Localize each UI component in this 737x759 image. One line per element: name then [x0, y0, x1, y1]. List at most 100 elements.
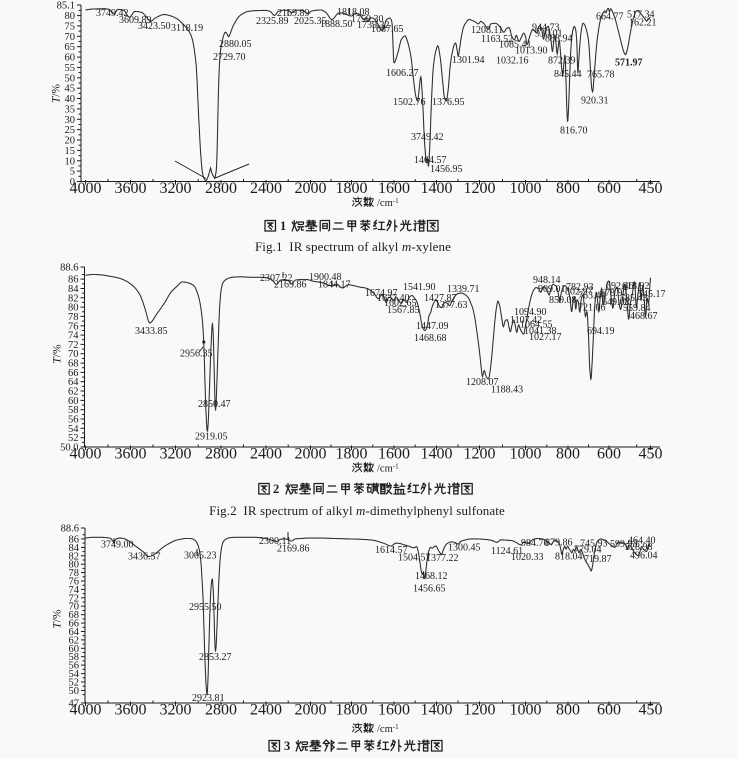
- svg-text:1456.65: 1456.65: [413, 584, 446, 595]
- svg-text:56: 56: [69, 661, 80, 672]
- svg-text:3749.42: 3749.42: [411, 132, 444, 143]
- svg-text:2000: 2000: [295, 180, 327, 197]
- svg-text:64: 64: [69, 627, 80, 638]
- svg-text:5: 5: [70, 167, 75, 178]
- svg-text:1400: 1400: [421, 180, 453, 197]
- svg-text:54: 54: [68, 424, 79, 435]
- svg-text:88.6: 88.6: [60, 263, 78, 274]
- svg-text:1818.08: 1818.08: [337, 7, 370, 18]
- svg-text:1124.61: 1124.61: [491, 546, 523, 557]
- svg-text:2919.05: 2919.05: [195, 432, 228, 443]
- svg-text:1208.11: 1208.11: [471, 25, 503, 36]
- svg-text:70: 70: [65, 32, 76, 43]
- svg-text:25: 25: [65, 125, 76, 136]
- svg-text:64: 64: [68, 377, 79, 388]
- svg-text:Fig.2 IR spectrum of alkyl m-: Fig.2 IR spectrum of alkyl m-dimethylphe…: [209, 503, 505, 518]
- svg-text:464.40: 464.40: [628, 536, 656, 547]
- svg-text:802.97: 802.97: [565, 287, 593, 298]
- svg-text:1888.50: 1888.50: [320, 19, 353, 30]
- svg-text:816.70: 816.70: [560, 126, 588, 137]
- svg-text:1085.41: 1085.41: [499, 40, 532, 51]
- svg-text:75: 75: [65, 21, 76, 32]
- svg-text:585.43: 585.43: [620, 293, 648, 304]
- svg-text:800: 800: [556, 446, 580, 463]
- svg-text:1163.52: 1163.52: [481, 34, 513, 45]
- svg-text:4000: 4000: [70, 446, 102, 463]
- svg-text:88.6: 88.6: [61, 524, 79, 535]
- svg-text:20: 20: [65, 136, 76, 147]
- svg-text:62: 62: [68, 387, 79, 398]
- svg-text:1739.32: 1739.32: [357, 20, 390, 31]
- svg-text:50.0: 50.0: [60, 443, 78, 454]
- svg-text:571.97: 571.97: [615, 58, 643, 69]
- svg-text:3200: 3200: [160, 446, 192, 463]
- svg-text:1208.07: 1208.07: [466, 377, 499, 388]
- svg-text:1020.33: 1020.33: [511, 552, 544, 563]
- svg-text:1759.30: 1759.30: [351, 14, 384, 25]
- svg-text:50: 50: [65, 73, 76, 84]
- svg-text:2000: 2000: [295, 446, 327, 463]
- svg-text:60: 60: [69, 644, 80, 655]
- svg-text:47: 47: [69, 699, 80, 710]
- svg-text:1600: 1600: [378, 446, 410, 463]
- svg-text:649.08: 649.08: [602, 297, 630, 308]
- svg-text:3436.57: 3436.57: [128, 552, 161, 563]
- svg-text:600: 600: [597, 446, 621, 463]
- svg-text:80: 80: [65, 11, 76, 22]
- svg-text:68: 68: [69, 610, 80, 621]
- svg-text:2400: 2400: [250, 180, 282, 197]
- svg-text:1468.12: 1468.12: [415, 571, 448, 582]
- svg-text:920.31: 920.31: [581, 96, 609, 107]
- svg-text:845.44: 845.44: [554, 69, 582, 80]
- svg-text:1427.87: 1427.87: [424, 293, 457, 304]
- svg-text:82: 82: [68, 293, 79, 304]
- svg-text:2169.86: 2169.86: [274, 280, 307, 291]
- svg-text:74: 74: [69, 585, 80, 596]
- svg-text:52: 52: [68, 433, 79, 444]
- svg-text:3200: 3200: [160, 702, 192, 719]
- svg-text:859.08: 859.08: [549, 295, 577, 306]
- svg-text:1900.48: 1900.48: [309, 272, 342, 283]
- svg-text:/cm-1: /cm-1: [377, 723, 399, 735]
- svg-text:2800: 2800: [205, 446, 237, 463]
- svg-text:35: 35: [65, 104, 76, 115]
- svg-text:86: 86: [69, 534, 80, 545]
- svg-text:3005.23: 3005.23: [184, 551, 217, 562]
- svg-text:86: 86: [68, 275, 79, 286]
- svg-text:52: 52: [69, 678, 80, 689]
- svg-text:3600: 3600: [115, 446, 147, 463]
- svg-text:1041.38: 1041.38: [524, 326, 557, 337]
- svg-text:2955.50: 2955.50: [189, 602, 222, 613]
- svg-text:888.94: 888.94: [545, 34, 573, 45]
- svg-text:Fig.1 IR spectrum of alkyl m-: Fig.1 IR spectrum of alkyl m-xylene: [255, 239, 451, 254]
- svg-text:1027.17: 1027.17: [529, 332, 562, 343]
- svg-text:1: 1: [280, 219, 286, 233]
- svg-text:2400: 2400: [250, 446, 282, 463]
- svg-text:58: 58: [69, 652, 80, 663]
- svg-text:3600: 3600: [115, 180, 147, 197]
- svg-text:T/%: T/%: [52, 609, 64, 629]
- svg-text:2: 2: [273, 482, 279, 496]
- svg-text:909.01: 909.01: [538, 284, 566, 295]
- svg-text:1377.63: 1377.63: [435, 300, 468, 311]
- svg-text:1541.90: 1541.90: [403, 282, 436, 293]
- svg-text:1447.09: 1447.09: [416, 321, 449, 332]
- svg-text:15: 15: [65, 146, 76, 157]
- svg-text:3433.85: 3433.85: [135, 326, 168, 337]
- svg-text:1600: 1600: [378, 702, 410, 719]
- svg-text:1200: 1200: [464, 446, 496, 463]
- svg-text:618.92: 618.92: [622, 281, 650, 292]
- svg-text:528.98: 528.98: [625, 542, 653, 553]
- svg-text:70: 70: [68, 349, 79, 360]
- svg-text:1504.57: 1504.57: [398, 553, 431, 564]
- svg-text:2850.47: 2850.47: [198, 399, 231, 410]
- svg-text:1637.40: 1637.40: [377, 293, 410, 304]
- svg-text:1377.22: 1377.22: [426, 553, 459, 564]
- svg-text:30: 30: [65, 115, 76, 126]
- svg-text:1013.90: 1013.90: [515, 46, 548, 57]
- svg-text:3423.50: 3423.50: [138, 21, 171, 32]
- svg-text:60: 60: [68, 396, 79, 407]
- svg-text:545.17: 545.17: [638, 289, 666, 300]
- svg-text:1107.42: 1107.42: [510, 315, 542, 326]
- svg-text:1301.94: 1301.94: [452, 55, 485, 66]
